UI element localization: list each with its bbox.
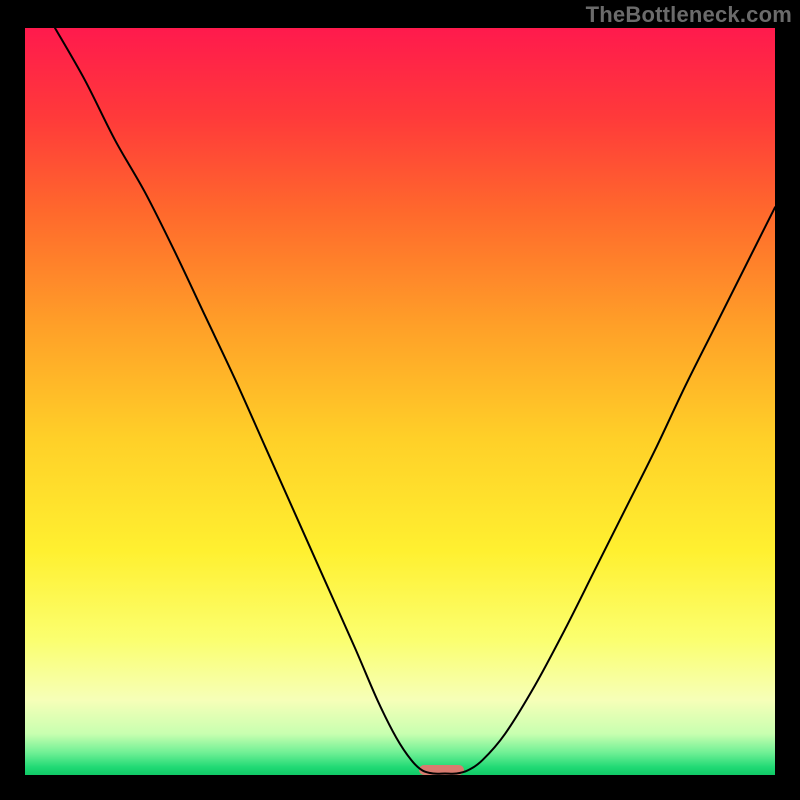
curve-path (55, 28, 775, 774)
bottleneck-curve (25, 28, 775, 775)
chart-container: TheBottleneck.com (0, 0, 800, 800)
plot-area (25, 28, 775, 775)
watermark-text: TheBottleneck.com (586, 2, 792, 28)
